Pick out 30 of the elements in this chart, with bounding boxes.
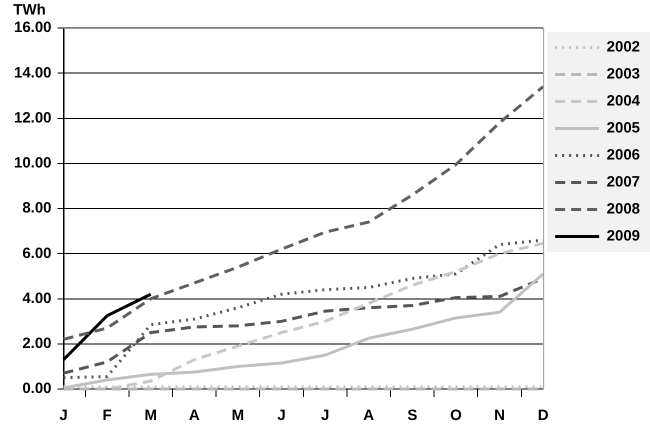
x-tick-label: D — [538, 407, 549, 424]
legend-label: 2004 — [606, 92, 641, 110]
x-tick-label: M — [232, 407, 244, 424]
x-tick-label: A — [188, 407, 200, 424]
y-tick-label: 0.00 — [22, 380, 52, 398]
x-tick-label: J — [277, 407, 286, 424]
x-tick-label: M — [144, 407, 157, 424]
legend-label: 2005 — [606, 120, 640, 137]
x-tick-label: J — [59, 407, 68, 424]
x-tick-label: J — [320, 407, 330, 424]
x-tick-label: S — [407, 407, 418, 424]
y-tick-label: 10.00 — [14, 154, 52, 172]
legend-label: 2002 — [606, 38, 640, 56]
legend-label: 2003 — [606, 66, 640, 83]
legend-label: 2007 — [606, 174, 640, 191]
legend-label: 2006 — [606, 146, 640, 164]
y-tick-label: 4.00 — [22, 290, 52, 307]
y-tick-label: 12.00 — [14, 109, 52, 126]
x-tick-label: A — [363, 407, 374, 424]
x-tick-label: O — [450, 407, 462, 424]
x-tick-label: N — [494, 407, 505, 424]
y-tick-label: 6.00 — [22, 244, 52, 262]
legend-label: 2008 — [606, 200, 640, 218]
y-tick-label: 2.00 — [22, 335, 52, 352]
y-tick-label: 14.00 — [14, 64, 52, 82]
y-tick-label: 16.00 — [14, 19, 52, 36]
y-axis-title: TWh — [13, 2, 46, 19]
y-tick-label: 8.00 — [22, 200, 52, 217]
x-tick-label: F — [102, 407, 112, 424]
legend-label: 2009 — [606, 228, 640, 245]
